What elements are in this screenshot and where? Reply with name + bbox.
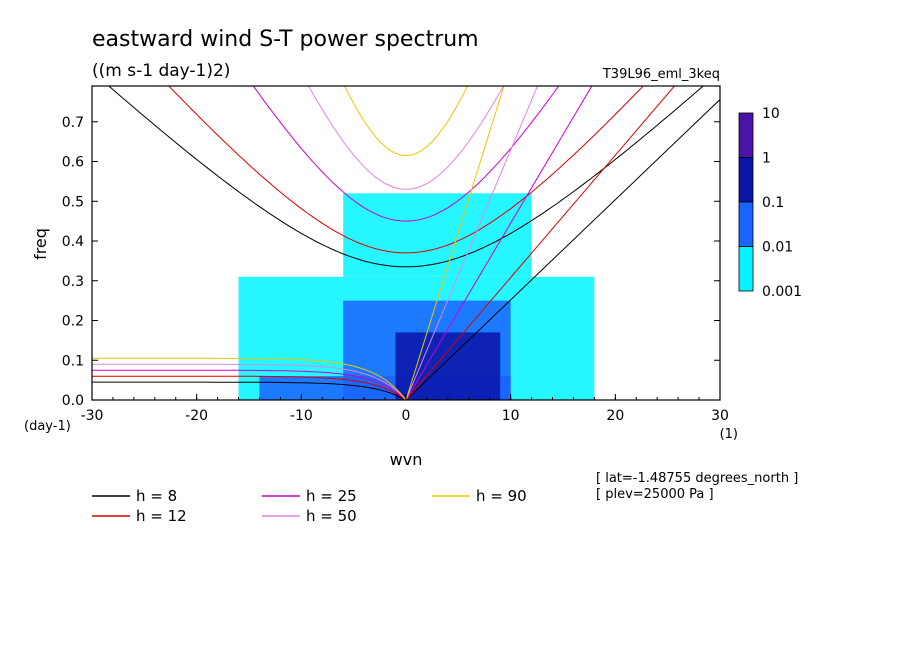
power-shading bbox=[238, 193, 595, 400]
y-tick-label-1: 0.1 bbox=[62, 353, 84, 369]
colorbar-swatch-1 bbox=[738, 157, 754, 203]
kelvin-line-3 bbox=[405, 86, 538, 400]
colorbar-swatch-0 bbox=[738, 112, 754, 158]
legend-label-3: h = 50 bbox=[306, 507, 357, 525]
colorbar-label-0: 10 bbox=[762, 106, 780, 122]
x-axis: -30 -20 -10 0 10 20 30 bbox=[81, 394, 729, 424]
rossby-curve-3 bbox=[92, 363, 407, 400]
legend-label-1: h = 12 bbox=[136, 507, 187, 525]
y-unit-label: (day-1) bbox=[24, 419, 71, 434]
ew-curve-4 bbox=[343, 86, 469, 157]
y-axis-label: freq bbox=[31, 228, 50, 260]
y-tick-label-6: 0.6 bbox=[62, 155, 84, 171]
y-tick-label-5: 0.5 bbox=[62, 194, 84, 210]
plev-annotation: [ plev=25000 Pa ] bbox=[596, 487, 714, 502]
dispersion-curves bbox=[92, 86, 720, 400]
y-axis: 0.0 0.1 0.2 0.3 0.4 0.5 0.6 0.7 bbox=[62, 115, 720, 409]
x-tick-label-5: 20 bbox=[606, 408, 624, 424]
y-tick-label-0: 0.0 bbox=[62, 393, 84, 409]
rossby-curve-0 bbox=[92, 381, 407, 400]
y-tick-label-4: 0.4 bbox=[62, 234, 84, 250]
ew-curve-0 bbox=[108, 86, 704, 268]
kelvin-line-4 bbox=[405, 86, 505, 400]
kelvin-line-0 bbox=[405, 99, 720, 400]
colorbar: 10 1 0.1 0.01 0.001 bbox=[738, 106, 802, 300]
legend-label-4: h = 90 bbox=[476, 487, 527, 505]
ew-curve-2 bbox=[252, 86, 560, 222]
kelvin-line-1 bbox=[405, 86, 676, 400]
chart-subtitle: ((m s-1 day-1)2) bbox=[92, 61, 230, 81]
kelvin-line-2 bbox=[405, 86, 593, 400]
y-tick-label-7: 0.7 bbox=[62, 115, 84, 131]
x-axis-label: wvn bbox=[390, 450, 423, 469]
chart-title: eastward wind S-T power spectrum bbox=[92, 27, 479, 52]
rossby-curve-4 bbox=[92, 357, 407, 400]
y-tick-label-3: 0.3 bbox=[62, 274, 84, 290]
colorbar-label-3: 0.01 bbox=[762, 240, 793, 256]
colorbar-label-1: 1 bbox=[762, 151, 771, 167]
legend-label-2: h = 25 bbox=[306, 487, 357, 505]
y-tick-label-2: 0.2 bbox=[62, 314, 84, 330]
colorbar-swatch-2 bbox=[738, 201, 754, 247]
colorbar-label-4: 0.001 bbox=[762, 284, 802, 300]
shading-region-1 bbox=[343, 193, 532, 277]
x-tick-label-6: 30 bbox=[711, 408, 729, 424]
x-tick-label-2: -10 bbox=[290, 408, 313, 424]
run-label: T39L96_eml_3keq bbox=[602, 67, 720, 82]
x-unit-label: (1) bbox=[720, 427, 738, 442]
shading-region-4 bbox=[395, 332, 501, 400]
x-tick-label-1: -20 bbox=[185, 408, 208, 424]
lat-annotation: [ lat=-1.48755 degrees_north ] bbox=[596, 471, 798, 486]
x-tick-label-3: 0 bbox=[402, 408, 411, 424]
colorbar-swatch-3 bbox=[738, 246, 754, 292]
x-tick-label-4: 10 bbox=[502, 408, 520, 424]
legend: h = 8 h = 12 h = 25 h = 50 h = 90 bbox=[92, 487, 527, 525]
ew-curve-3 bbox=[307, 86, 505, 190]
x-tick-label-0: -30 bbox=[81, 408, 104, 424]
rossby-curve-1 bbox=[92, 375, 407, 400]
rossby-curve-2 bbox=[92, 369, 407, 400]
ew-curve-1 bbox=[168, 86, 644, 254]
legend-label-0: h = 8 bbox=[136, 487, 177, 505]
colorbar-label-2: 0.1 bbox=[762, 195, 784, 211]
